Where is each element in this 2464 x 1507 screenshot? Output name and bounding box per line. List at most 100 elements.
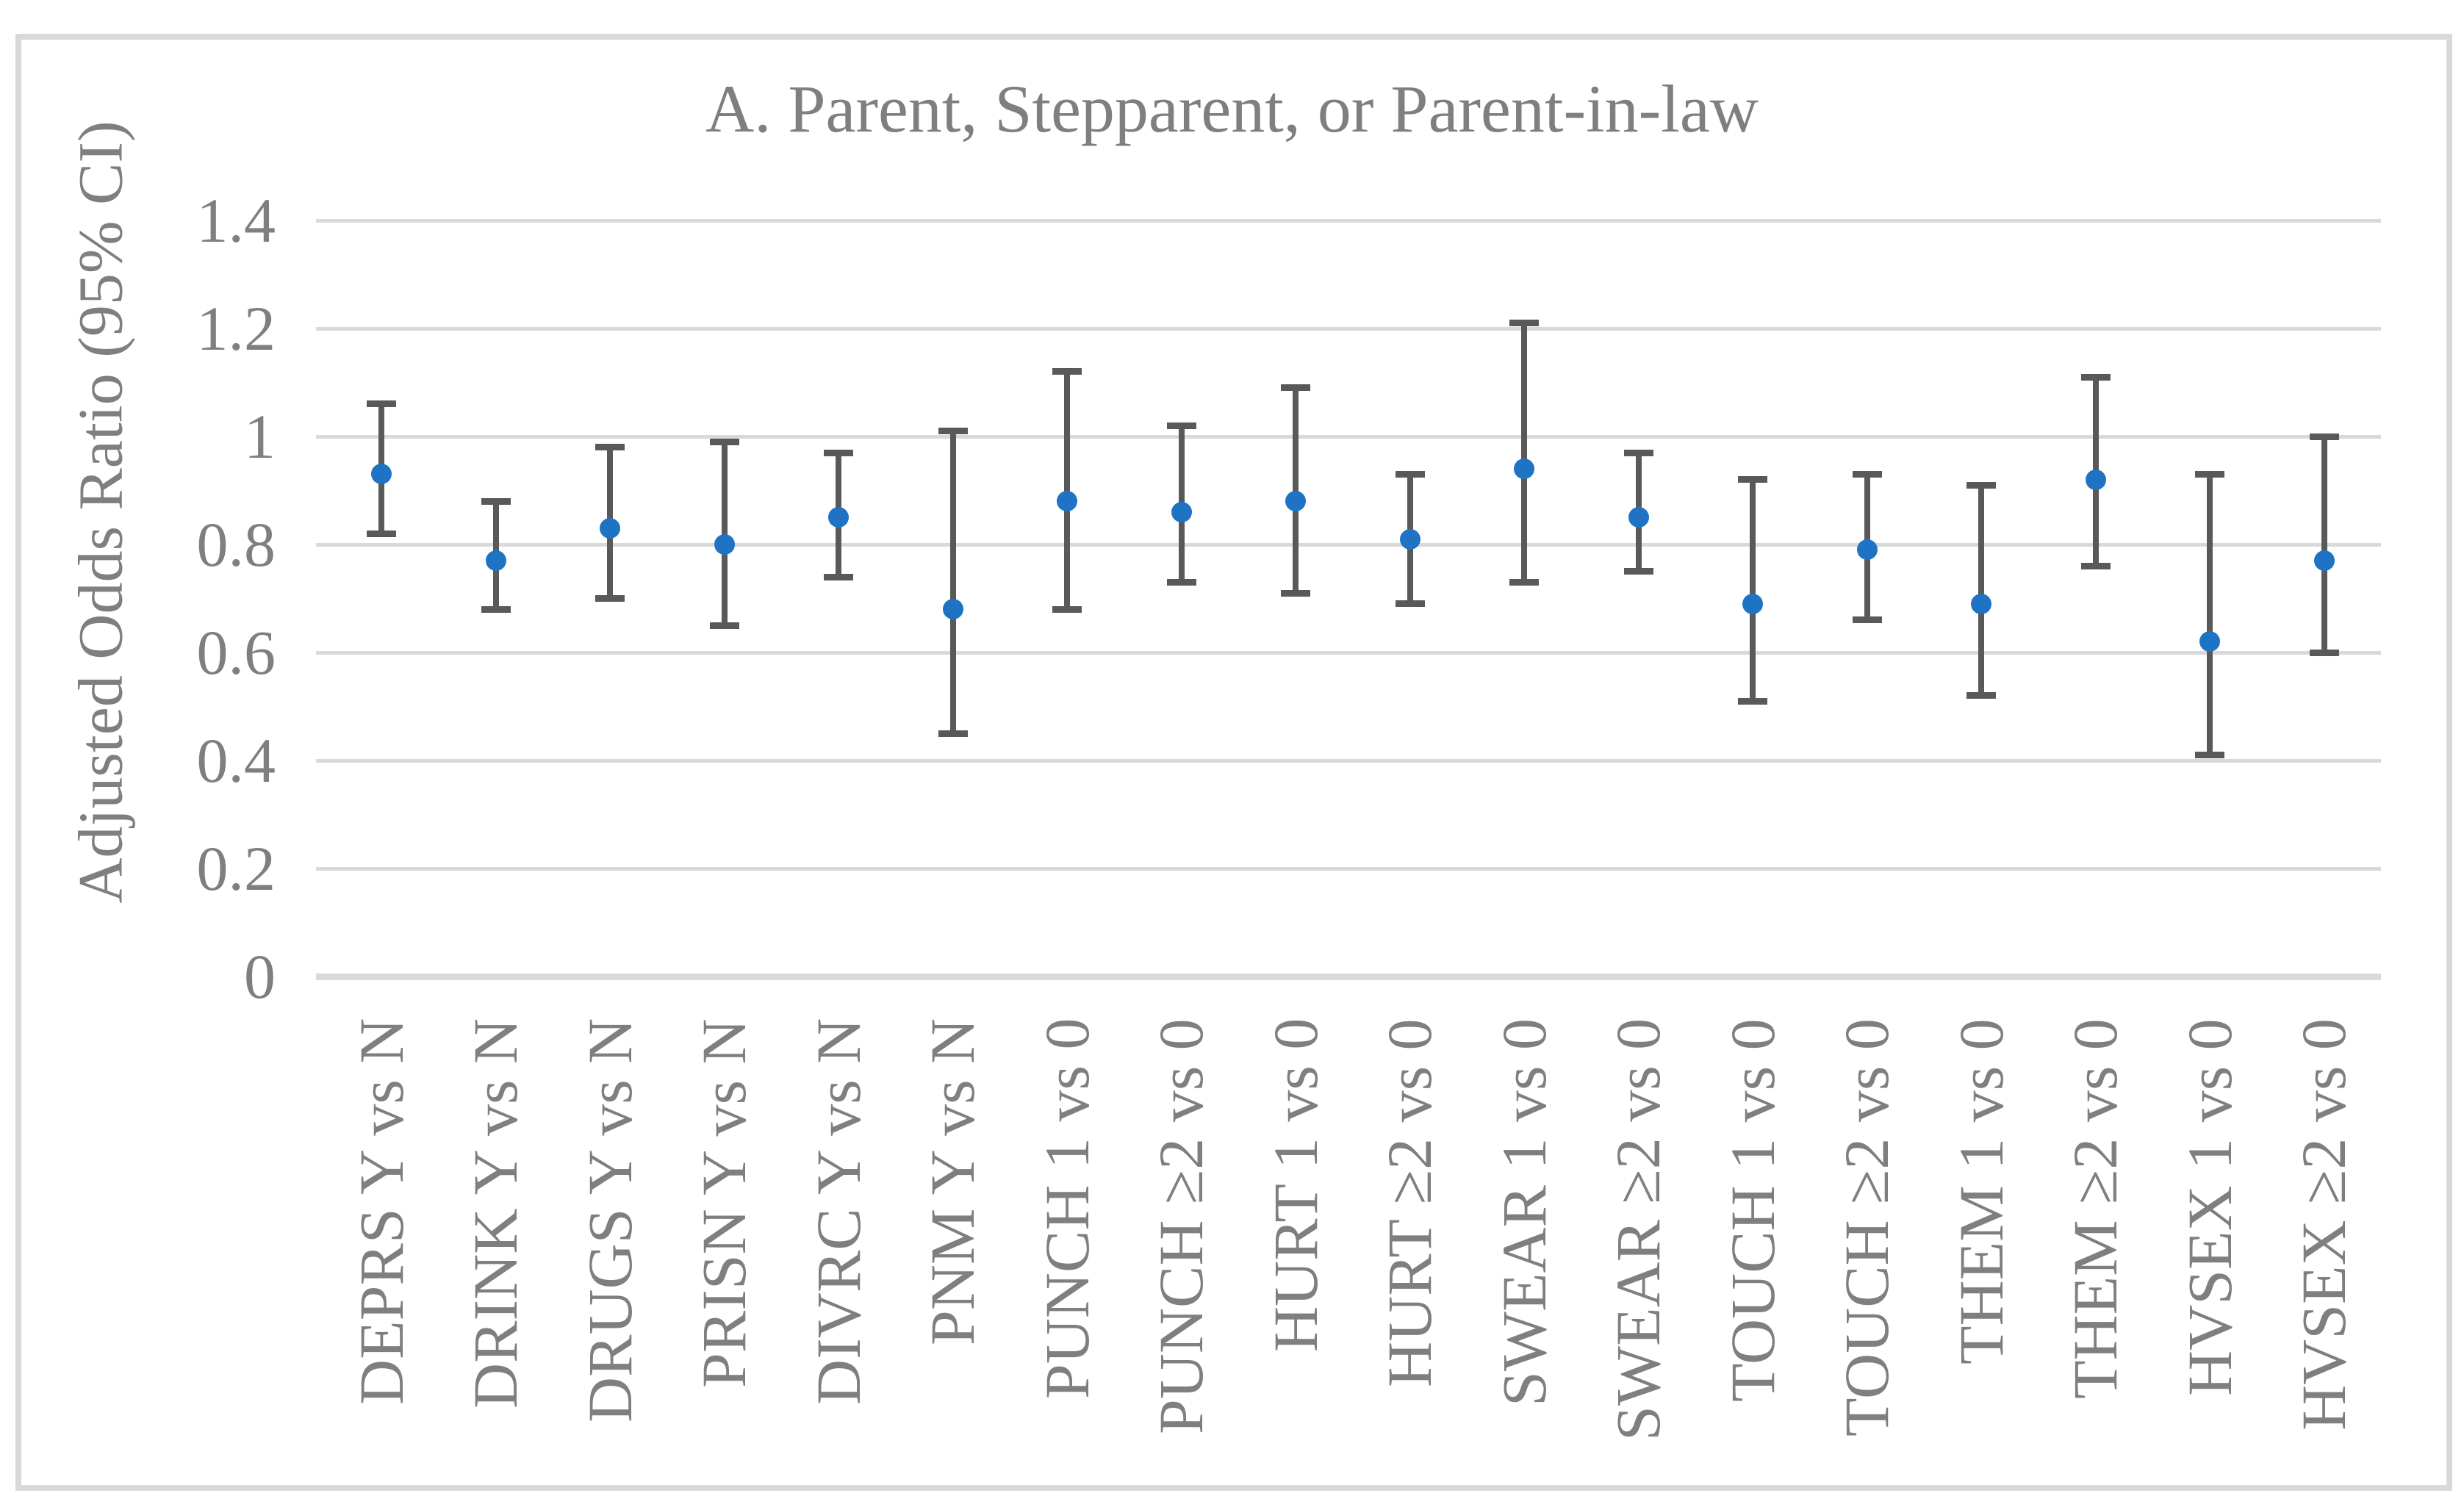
- ci-upper-cap: [824, 449, 853, 456]
- y-tick-label: 1.2: [196, 293, 276, 364]
- ci-upper-cap: [2195, 470, 2224, 478]
- figure-border: [15, 34, 2452, 1491]
- ci-lower-cap: [2309, 649, 2339, 656]
- x-category-label: THEM 1 vs 0: [1945, 1018, 2016, 1364]
- data-point-marker: [1057, 491, 1077, 512]
- data-point-marker: [2085, 469, 2106, 490]
- data-point-marker: [371, 464, 392, 485]
- x-category-label: DRUGS Y vs N: [574, 1018, 645, 1423]
- data-point-marker: [828, 507, 849, 528]
- gridline: [316, 543, 2381, 547]
- x-category-label: PNM Y vs N: [917, 1018, 988, 1345]
- x-category-label: HURT 1 vs 0: [1260, 1018, 1331, 1352]
- gridline: [316, 867, 2381, 871]
- error-bar-whisker: [949, 431, 956, 734]
- x-category-label: SWEAR 1 vs 0: [1488, 1018, 1559, 1406]
- chart-title: A. Parent, Stepparent, or Parent-in-law: [705, 71, 1759, 146]
- data-point-marker: [1971, 593, 1991, 614]
- ci-lower-cap: [2080, 562, 2111, 569]
- x-category-label: SWEAR ≥2 vs 0: [1603, 1018, 1673, 1441]
- ci-lower-cap: [367, 530, 396, 537]
- error-bar-whisker: [2207, 474, 2213, 755]
- ci-lower-cap: [1738, 697, 1767, 705]
- x-category-label: THEM ≥2 vs 0: [2060, 1018, 2130, 1399]
- ci-lower-cap: [1509, 578, 1539, 586]
- data-point-marker: [1628, 507, 1649, 528]
- data-point-marker: [600, 517, 620, 539]
- ci-upper-cap: [1852, 470, 1882, 478]
- x-category-label: DIVRC Y vs N: [802, 1018, 874, 1405]
- error-bar-whisker: [1521, 323, 1527, 583]
- y-tick-label: 0.6: [196, 617, 276, 688]
- gridline: [316, 327, 2381, 331]
- ci-lower-cap: [1166, 578, 1196, 586]
- ci-lower-cap: [481, 605, 511, 613]
- ci-lower-cap: [595, 595, 625, 602]
- ci-upper-cap: [595, 444, 625, 451]
- gridline: [316, 435, 2381, 439]
- x-axis-line: [316, 974, 2381, 980]
- error-bar-whisker: [1064, 371, 1070, 610]
- data-point-marker: [1399, 528, 1420, 550]
- error-bar-whisker: [1978, 485, 1984, 696]
- ci-upper-cap: [1166, 422, 1196, 429]
- gridline: [316, 219, 2381, 223]
- data-point-marker: [1171, 501, 1192, 522]
- x-category-label: TOUCH ≥2 vs 0: [1831, 1018, 1902, 1436]
- error-bar-whisker: [721, 442, 728, 626]
- ci-lower-cap: [1395, 600, 1425, 608]
- ci-lower-cap: [824, 573, 853, 580]
- data-point-marker: [714, 534, 735, 555]
- x-category-label: PRISN Y vs N: [689, 1018, 759, 1388]
- y-tick-label: 0.4: [196, 725, 276, 796]
- y-tick-label: 0.2: [196, 833, 276, 904]
- data-point-marker: [942, 599, 963, 620]
- ci-upper-cap: [1395, 470, 1425, 478]
- ci-upper-cap: [367, 400, 396, 408]
- ci-lower-cap: [1623, 568, 1653, 575]
- ci-upper-cap: [1052, 368, 1082, 375]
- ci-lower-cap: [1281, 589, 1310, 597]
- x-category-label: HVSEX 1 vs 0: [2174, 1018, 2245, 1396]
- ci-lower-cap: [709, 622, 739, 629]
- ci-upper-cap: [709, 438, 739, 445]
- ci-upper-cap: [1966, 481, 1996, 489]
- data-point-marker: [2313, 550, 2335, 572]
- error-bar-whisker: [2321, 436, 2327, 652]
- ci-lower-cap: [938, 730, 968, 737]
- x-category-label: DRINK Y vs N: [460, 1018, 531, 1409]
- y-tick-label: 1.4: [196, 185, 276, 256]
- data-point-marker: [1285, 491, 1306, 512]
- x-category-label: PUNCH ≥2 vs 0: [1146, 1018, 1216, 1434]
- gridline: [316, 759, 2381, 763]
- ci-lower-cap: [2195, 752, 2224, 759]
- y-tick-label: 1: [244, 401, 276, 472]
- ci-upper-cap: [2309, 433, 2339, 440]
- x-category-label: HURT ≥2 vs 0: [1374, 1018, 1445, 1387]
- x-category-label: DEPRS Y vs N: [345, 1018, 417, 1405]
- data-point-marker: [2199, 631, 2220, 652]
- ci-upper-cap: [1509, 320, 1539, 327]
- ci-lower-cap: [1052, 605, 1082, 613]
- data-point-marker: [485, 550, 506, 572]
- ci-upper-cap: [2080, 373, 2111, 381]
- ci-upper-cap: [1281, 384, 1310, 392]
- ci-upper-cap: [1623, 449, 1653, 456]
- data-point-marker: [1856, 539, 1878, 561]
- y-tick-label: 0.8: [196, 509, 276, 580]
- error-bar-whisker: [1750, 479, 1756, 702]
- ci-upper-cap: [481, 497, 511, 505]
- x-category-label: HVSEX ≥2 vs 0: [2288, 1018, 2359, 1431]
- data-point-marker: [1514, 458, 1534, 480]
- x-category-label: TOUCH 1 vs 0: [1717, 1018, 1788, 1402]
- data-point-marker: [1742, 593, 1763, 614]
- error-bar-whisker: [1293, 387, 1299, 594]
- ci-lower-cap: [1852, 616, 1882, 624]
- y-tick-label: 0: [244, 941, 276, 1012]
- gridline: [316, 651, 2381, 655]
- ci-upper-cap: [1738, 476, 1767, 483]
- ci-lower-cap: [1966, 692, 1996, 699]
- x-category-label: PUNCH 1 vs 0: [1031, 1018, 1102, 1399]
- ci-upper-cap: [938, 428, 968, 435]
